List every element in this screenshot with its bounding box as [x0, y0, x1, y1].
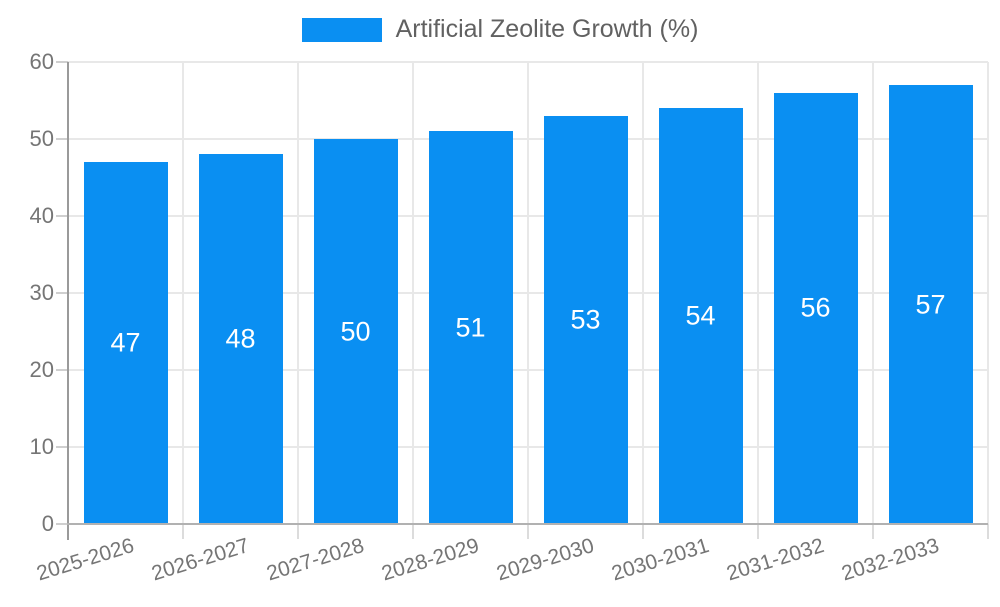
y-axis-line — [67, 62, 69, 540]
y-axis-tick — [56, 138, 68, 140]
x-axis-tick — [182, 524, 184, 539]
y-tick-label: 20 — [29, 357, 54, 382]
y-axis-tick — [56, 369, 68, 371]
gridline-vertical — [642, 62, 644, 524]
gridline-vertical — [987, 62, 989, 524]
y-tick-label: 50 — [29, 126, 54, 151]
legend-swatch — [301, 17, 382, 42]
gridline-vertical — [412, 62, 414, 524]
x-axis-tick — [642, 524, 644, 539]
x-axis-tick — [527, 524, 529, 539]
y-tick-label: 40 — [29, 203, 54, 228]
y-axis-tick — [56, 215, 68, 217]
bar-value-label: 56 — [800, 292, 831, 323]
bar — [773, 92, 858, 524]
y-tick-label: 60 — [29, 49, 54, 74]
bar-value-label: 50 — [340, 316, 371, 346]
y-tick-label: 0 — [41, 511, 54, 536]
bar-value-label: 54 — [685, 300, 716, 331]
y-axis-tick — [56, 523, 68, 525]
bar — [83, 162, 168, 524]
bar — [543, 115, 628, 524]
x-axis-line — [67, 523, 988, 525]
bar-value-label: 51 — [455, 312, 486, 343]
x-axis-tick — [872, 524, 874, 539]
x-axis-tick — [987, 524, 989, 539]
y-axis-tick — [56, 446, 68, 448]
bar-value-label: 47 — [110, 327, 141, 358]
bar-value-label: 48 — [225, 323, 256, 354]
x-axis-tick — [412, 524, 414, 539]
x-axis-tick — [297, 524, 299, 539]
y-axis-tick — [56, 61, 68, 63]
y-axis-tick — [56, 292, 68, 294]
x-axis-tick — [757, 524, 759, 539]
legend: Artificial Zeolite Growth (%) — [0, 15, 1000, 44]
y-tick-label: 30 — [29, 280, 54, 305]
bar — [198, 154, 283, 524]
legend-label: Artificial Zeolite Growth (%) — [395, 15, 699, 43]
bar — [888, 85, 973, 524]
bar — [313, 139, 398, 524]
gridline-vertical — [182, 62, 184, 524]
y-tick-label: 10 — [29, 434, 54, 459]
gridline-vertical — [527, 62, 529, 524]
bar-value-label: 53 — [570, 304, 601, 335]
gridline-vertical — [757, 62, 759, 524]
gridline-vertical — [297, 62, 299, 524]
bar — [428, 131, 513, 524]
bar — [658, 108, 743, 524]
gridline-vertical — [872, 62, 874, 524]
bar-value-label: 57 — [915, 289, 946, 320]
